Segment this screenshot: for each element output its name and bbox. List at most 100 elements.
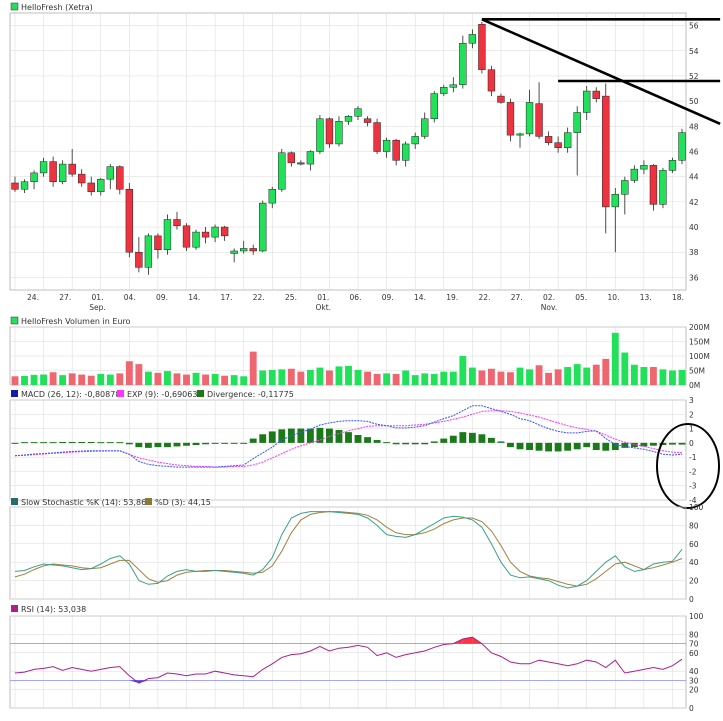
- divergence-bar: [440, 438, 448, 443]
- volume-bar-up: [40, 374, 48, 385]
- volume-bar-down: [68, 373, 76, 385]
- candle-up: [163, 219, 172, 250]
- volume-bar-down: [554, 369, 562, 385]
- volume-legend-icon: [10, 316, 19, 325]
- divergence-bar: [421, 442, 429, 445]
- volume-bar-down: [125, 361, 133, 385]
- price-y-tick-label: 48: [689, 122, 699, 131]
- price-x-tick-label: 13.: [640, 293, 652, 302]
- divergence-bar: [125, 442, 133, 445]
- candle-up: [630, 168, 639, 181]
- rsi-y-tick-label: 100: [689, 612, 704, 621]
- price-x-tick-label: 01.: [92, 293, 104, 302]
- volume-bar-up: [230, 375, 238, 385]
- divergence-bar: [297, 428, 305, 443]
- volume-y-tick-label: 100M: [689, 352, 710, 361]
- divergence-bar: [487, 437, 495, 443]
- volume-bar-up: [669, 370, 676, 385]
- candle-up: [421, 118, 429, 137]
- price-y-tick-label: 38: [689, 248, 699, 257]
- candle-up: [58, 163, 67, 182]
- divergence-bar: [659, 442, 667, 445]
- stoch-d-legend-icon: [145, 498, 152, 505]
- price-x-tick-label: 06.: [350, 293, 362, 302]
- candle-down: [287, 152, 296, 164]
- rsi-line: [14, 636, 683, 684]
- volume-bar-up: [449, 371, 457, 385]
- volume-bar-down: [507, 372, 514, 385]
- volume-bar-up: [583, 367, 591, 385]
- volume-bar-up: [306, 369, 314, 385]
- candle-down: [249, 248, 257, 252]
- volume-bar-down: [173, 373, 181, 385]
- divergence-bar: [211, 442, 219, 444]
- divergence-bar: [259, 434, 267, 443]
- candle-down: [154, 235, 162, 250]
- divergence-bar: [468, 432, 476, 443]
- rsi-grid: [10, 615, 686, 709]
- candle-up: [316, 118, 324, 152]
- price-month-label: Okt.: [315, 303, 331, 312]
- price-month-label: Sep.: [89, 303, 106, 312]
- volume-bar-up: [335, 366, 343, 385]
- candle-up: [268, 189, 276, 204]
- stochastic-lines: [14, 511, 683, 589]
- price-legend-icon: [10, 2, 19, 11]
- macd-panel: MACD (26, 12): -0,80878 EXP (9): -0,6906…: [9, 390, 720, 509]
- volume-bar-up: [97, 373, 105, 385]
- volume-bar-up: [421, 373, 429, 385]
- candle-up: [230, 250, 238, 254]
- price-x-tick-label: 22.: [253, 293, 265, 302]
- candle-down: [182, 225, 191, 248]
- macd-grid: [10, 399, 686, 501]
- stoch-k-legend-icon: [11, 498, 18, 505]
- rsi-lines: [14, 636, 683, 684]
- volume-bar-up: [621, 352, 629, 385]
- volume-bar-up: [659, 369, 667, 385]
- trend-line: [481, 18, 721, 125]
- price-y-tick-label: 50: [689, 97, 699, 106]
- candle-up: [563, 132, 572, 148]
- divergence-bar: [345, 432, 352, 443]
- price-y-tick-label: 42: [689, 198, 699, 207]
- volume-bar-down: [649, 367, 657, 385]
- volume-bar-down: [287, 368, 295, 385]
- divergence-bar: [621, 442, 629, 448]
- divergence-bar: [78, 442, 86, 443]
- macd-panel-frame: [9, 399, 687, 501]
- divergence-bar: [164, 442, 171, 448]
- divergence-bar: [240, 442, 248, 444]
- price-x-tick-label: 02.: [543, 293, 555, 302]
- candle-down: [68, 163, 76, 175]
- candle-down: [649, 165, 658, 205]
- divergence-bar: [202, 442, 210, 445]
- price-y-ticks: 36 38 40 42 44 46 48 50 52 54 56: [689, 22, 699, 283]
- candle-up: [468, 34, 477, 44]
- divergence-bar: [449, 435, 457, 443]
- candle-up: [621, 180, 629, 195]
- candle-down: [554, 142, 562, 148]
- divergence-bar: [249, 438, 257, 443]
- divergence-bar: [392, 442, 400, 445]
- divergence-bar: [526, 442, 533, 450]
- volume-bar-down: [326, 370, 333, 385]
- volume-bar-up: [411, 375, 419, 385]
- price-candles: [11, 21, 686, 275]
- volume-bar-down: [154, 372, 162, 385]
- candle-up: [278, 152, 286, 190]
- candle-up: [30, 172, 38, 182]
- macd-line: [14, 405, 683, 468]
- divergence-bar: [97, 442, 105, 444]
- divergence-bar: [183, 442, 190, 446]
- candle-up: [306, 151, 315, 165]
- stochastic-y-ticks: 0 20 40 60 80 100: [689, 503, 704, 604]
- price-trend-lines: [481, 17, 721, 125]
- divergence-bar: [135, 442, 143, 448]
- macd-y-tick-label: -3: [689, 482, 697, 491]
- volume-bar-up: [144, 371, 152, 385]
- candle-up: [401, 143, 410, 161]
- rsi-legend-icon: [11, 605, 18, 612]
- price-y-tick-label: 52: [689, 72, 699, 81]
- stoch-y-tick-label: 0: [689, 595, 694, 604]
- divergence-bar: [554, 442, 562, 452]
